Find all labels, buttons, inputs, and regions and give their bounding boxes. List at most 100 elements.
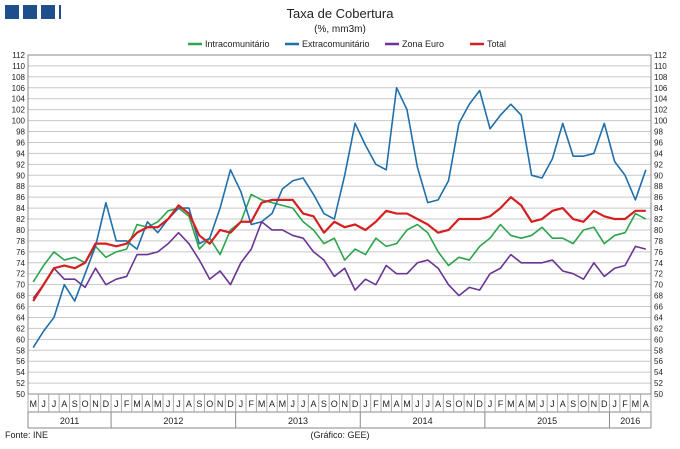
y-tick-label-left: 60 [16,335,25,344]
y-tick-label-right: 74 [654,259,663,268]
x-tick-label: M [29,399,37,409]
y-tick-label-left: 66 [16,303,25,312]
y-tick-label-right: 100 [654,117,668,126]
x-tick-label: O [82,399,89,409]
x-tick-label: A [560,399,566,409]
x-tick-label: J [52,399,57,409]
legend-label: Intracomunitário [205,39,270,49]
y-tick-label-right: 54 [654,368,663,377]
y-tick-label-right: 68 [654,292,663,301]
legend-label: Extracomunitário [302,39,370,49]
x-tick-label: S [72,399,78,409]
y-tick-label-right: 78 [654,237,663,246]
y-tick-label-left: 98 [16,128,25,137]
chart-subtitle: (%, mm3m) [314,24,366,35]
x-tick-label: M [528,399,536,409]
x-tick-label: D [227,399,234,409]
x-tick-label: N [217,399,224,409]
year-label: 2015 [537,416,557,426]
x-tick-label: A [144,399,150,409]
x-tick-label: M [133,399,141,409]
y-tick-label-left: 92 [16,160,25,169]
x-tick-label: D [476,399,483,409]
x-tick-label: J [488,399,493,409]
x-tick-label: N [466,399,473,409]
y-tick-label-right: 108 [654,73,668,82]
y-tick-label-left: 78 [16,237,25,246]
y-tick-label-right: 56 [654,357,663,366]
x-tick-label: O [580,399,587,409]
y-tick-label-right: 102 [654,106,668,115]
year-label: 2012 [163,416,183,426]
series-line-intracomunit-rio [32,193,647,283]
x-tick-label: F [373,399,379,409]
source-note: Fonte: INE [5,430,48,440]
y-tick-label-left: 100 [12,117,26,126]
series [32,87,647,348]
y-tick-label-right: 104 [654,95,668,104]
x-tick-label: M [258,399,266,409]
y-tick-label-right: 82 [654,215,663,224]
year-label: 2011 [60,416,79,426]
x-tick-label: A [186,399,192,409]
x-tick-label: J [291,399,296,409]
brand-logo [5,5,61,19]
y-tick-label-left: 70 [16,281,25,290]
y-tick-label-right: 94 [654,149,663,158]
x-tick-label: F [248,399,254,409]
x-tick-label: J [301,399,306,409]
y-tick-label-right: 50 [654,390,663,399]
y-tick-label-right: 60 [654,335,663,344]
y-tick-label-right: 76 [654,248,663,257]
x-tick-label: J [550,399,555,409]
y-tick-label-right: 72 [654,270,663,279]
x-tick-label: N [92,399,99,409]
x-tick-label: M [507,399,515,409]
y-tick-label-right: 110 [654,62,667,71]
y-tick-label-left: 50 [16,390,25,399]
y-tick-label-left: 104 [12,95,26,104]
y-tick-label-left: 72 [16,270,25,279]
y-tick-label-left: 102 [12,106,26,115]
y-tick-label-left: 112 [12,51,25,60]
x-tick-label: F [622,399,628,409]
y-tick-label-right: 106 [654,84,668,93]
year-label: 2014 [413,416,433,426]
series-line-total [32,196,646,302]
y-tick-label-right: 62 [654,324,663,333]
y-tick-label-left: 110 [12,62,25,71]
x-tick-label: J [363,399,368,409]
y-tick-label-left: 108 [12,73,26,82]
y-tick-label-right: 86 [654,193,663,202]
x-tick-label: J [426,399,431,409]
x-tick-label: O [206,399,213,409]
legend-label: Total [487,39,506,49]
year-label: 2013 [288,416,308,426]
y-tick-label-right: 96 [654,138,663,147]
series-line-zona-euro [32,220,647,299]
x-tick-label: D [103,399,110,409]
x-tick-label: J [239,399,244,409]
x-tick-label: N [341,399,348,409]
y-tick-label-left: 96 [16,138,25,147]
y-tick-label-left: 64 [16,313,25,322]
x-tick-label: A [435,399,441,409]
x-tick-label: M [279,399,287,409]
y-tick-label-right: 80 [654,226,663,235]
y-tick-label-left: 80 [16,226,25,235]
x-tick-label: A [394,399,400,409]
y-tick-label-right: 58 [654,346,663,355]
x-tick-label: M [403,399,411,409]
y-tick-label-left: 76 [16,248,25,257]
y-tick-label-right: 64 [654,313,663,322]
x-tick-label: O [331,399,338,409]
x-tick-label: A [269,399,275,409]
x-tick-label: F [498,399,504,409]
x-tick-label: D [601,399,608,409]
y-tick-label-left: 94 [16,149,25,158]
x-tick-label: J [415,399,420,409]
x-tick-label: M [154,399,162,409]
y-tick-label-left: 74 [16,259,25,268]
x-tick-label: S [570,399,576,409]
